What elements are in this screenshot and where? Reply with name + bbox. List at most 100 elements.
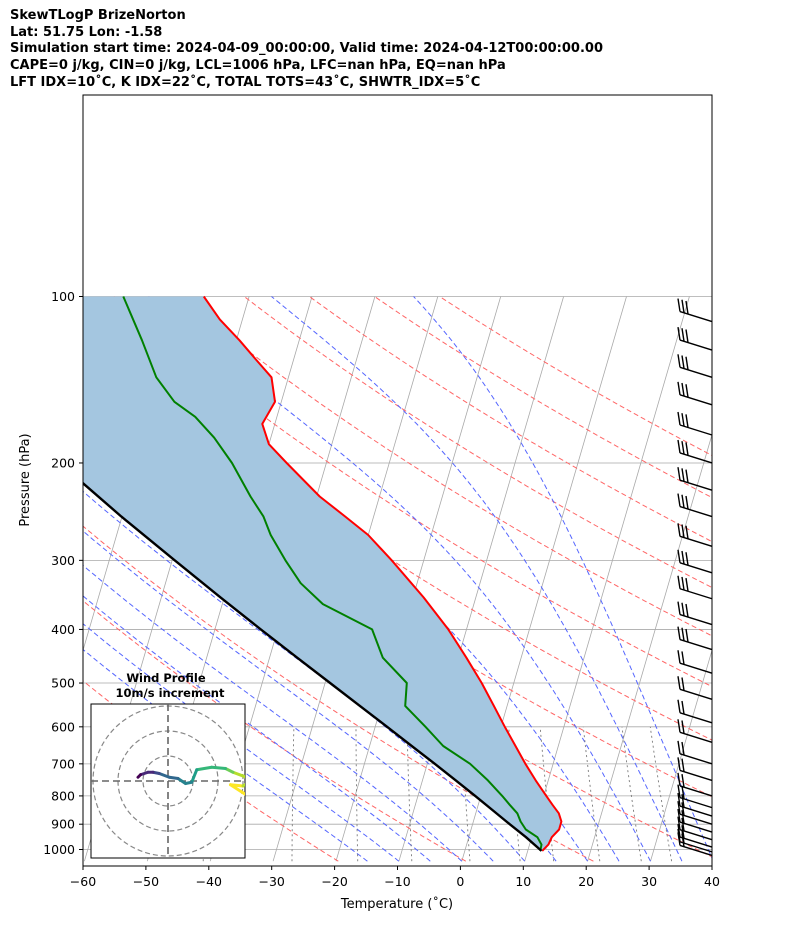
mixing-ratio-line — [539, 726, 555, 862]
barb-staff — [679, 712, 713, 724]
hodograph-plot — [91, 704, 245, 858]
wind-barb — [677, 411, 713, 436]
wind-barb — [677, 808, 713, 833]
hodograph-segment — [229, 783, 245, 796]
mixing-ratio-line — [621, 726, 642, 862]
barb-staff — [679, 452, 713, 464]
barb-feather — [685, 628, 689, 643]
barb-feather — [677, 298, 681, 312]
mixing-ratio-line — [291, 726, 295, 862]
barb-feather — [681, 720, 685, 734]
barb-staff — [679, 813, 713, 825]
temperature-line — [202, 295, 563, 852]
wind-barb — [677, 467, 713, 491]
barb-feather — [677, 549, 681, 563]
moist-adiabat-line — [271, 296, 683, 862]
barb-feather — [681, 299, 685, 313]
chart-title: SkewTLogP BrizeNorton — [10, 8, 186, 23]
isotherm-line — [713, 297, 794, 862]
wind-barb — [677, 326, 713, 351]
y-tick-label: 500 — [51, 676, 75, 691]
hodograph-segment — [157, 772, 171, 779]
y-axis: 1000 900 800 700 600 500 400 300 200 100 — [43, 289, 83, 857]
barb-feather — [681, 817, 685, 832]
isotherm-line — [398, 296, 564, 862]
y-axis-label: Pressure (hPa) — [18, 433, 33, 526]
barb-staff — [679, 841, 713, 853]
wind-barb — [677, 650, 713, 674]
barb-feather — [681, 627, 685, 641]
wind-barb — [677, 493, 713, 518]
barb-feather — [677, 467, 681, 481]
y-tick-label: 600 — [51, 719, 75, 734]
wind-barb — [677, 772, 713, 797]
hodograph-segment — [210, 765, 227, 770]
barb-feather — [677, 784, 681, 798]
barb-staff — [679, 731, 713, 743]
wind-barb — [677, 792, 713, 817]
dry-adiabat-line — [83, 389, 712, 798]
isotherm-line — [776, 297, 794, 862]
barb-feather — [681, 328, 685, 342]
mixing-ratio-line — [355, 726, 359, 862]
wind-barbs — [677, 298, 713, 857]
barb-feather — [681, 802, 685, 816]
x-tick-label: −60 — [70, 874, 96, 889]
barb-staff — [679, 562, 713, 574]
barb-staff — [679, 688, 713, 700]
barb-feather — [685, 495, 689, 510]
barb-feather — [677, 719, 681, 733]
barb-feather — [681, 468, 685, 482]
barb-staff — [679, 638, 713, 651]
y-tick-label: 700 — [51, 756, 75, 771]
barb-feather — [681, 700, 685, 715]
wind-barb — [677, 801, 713, 825]
hodograph-segment — [176, 777, 187, 785]
wind-barb — [677, 439, 713, 464]
wind-barb — [677, 626, 713, 651]
index-line: LFT IDX=10˚C, K IDX=22˚C, TOTAL TOTS=43˚… — [10, 74, 481, 90]
location-line: Lat: 51.75 Lon: -1.58 — [10, 24, 163, 40]
y-tick-label: 100 — [51, 289, 75, 304]
wind-barb — [677, 601, 713, 626]
barb-feather — [685, 414, 689, 428]
barb-feather — [677, 772, 681, 787]
y-tick-label: 400 — [51, 622, 75, 637]
barb-staff — [679, 366, 713, 378]
barb-feather — [677, 523, 681, 537]
barb-feather — [677, 381, 681, 395]
y-tick-label: 900 — [51, 817, 75, 832]
wind-barb — [677, 676, 713, 700]
hodograph-segment — [229, 783, 245, 788]
barb-feather — [677, 601, 681, 615]
y-tick-label: 300 — [51, 553, 75, 568]
barb-staff — [679, 394, 713, 406]
x-tick-label: 30 — [641, 874, 657, 889]
wind-barb — [677, 523, 713, 548]
x-tick-label: −30 — [259, 874, 285, 889]
barb-feather — [685, 300, 689, 315]
barb-staff — [679, 769, 713, 782]
x-tick-label: 10 — [515, 874, 531, 889]
barb-feather — [681, 355, 685, 369]
barb-feather — [677, 828, 681, 842]
isotherm-line — [0, 297, 60, 862]
mixing-ratio-line — [649, 726, 673, 862]
dry-adiabat-line — [374, 296, 712, 499]
barb-feather — [677, 575, 681, 589]
wind-barb — [677, 757, 713, 782]
dry-adiabat-line — [309, 296, 712, 543]
barb-feather — [677, 801, 681, 815]
barb-staff — [679, 535, 713, 548]
dry-adiabat-line — [243, 296, 712, 589]
inset-title: Wind Profile — [126, 671, 206, 685]
barb-feather — [681, 576, 685, 591]
dry-adiabat-line — [113, 296, 712, 688]
mixing-ratio-line — [406, 726, 413, 862]
barb-feather — [681, 677, 685, 691]
wind-barb — [677, 699, 713, 724]
moist-adiabat-line — [83, 648, 368, 862]
isotherm-line — [587, 433, 712, 862]
barb-staff — [679, 424, 713, 436]
